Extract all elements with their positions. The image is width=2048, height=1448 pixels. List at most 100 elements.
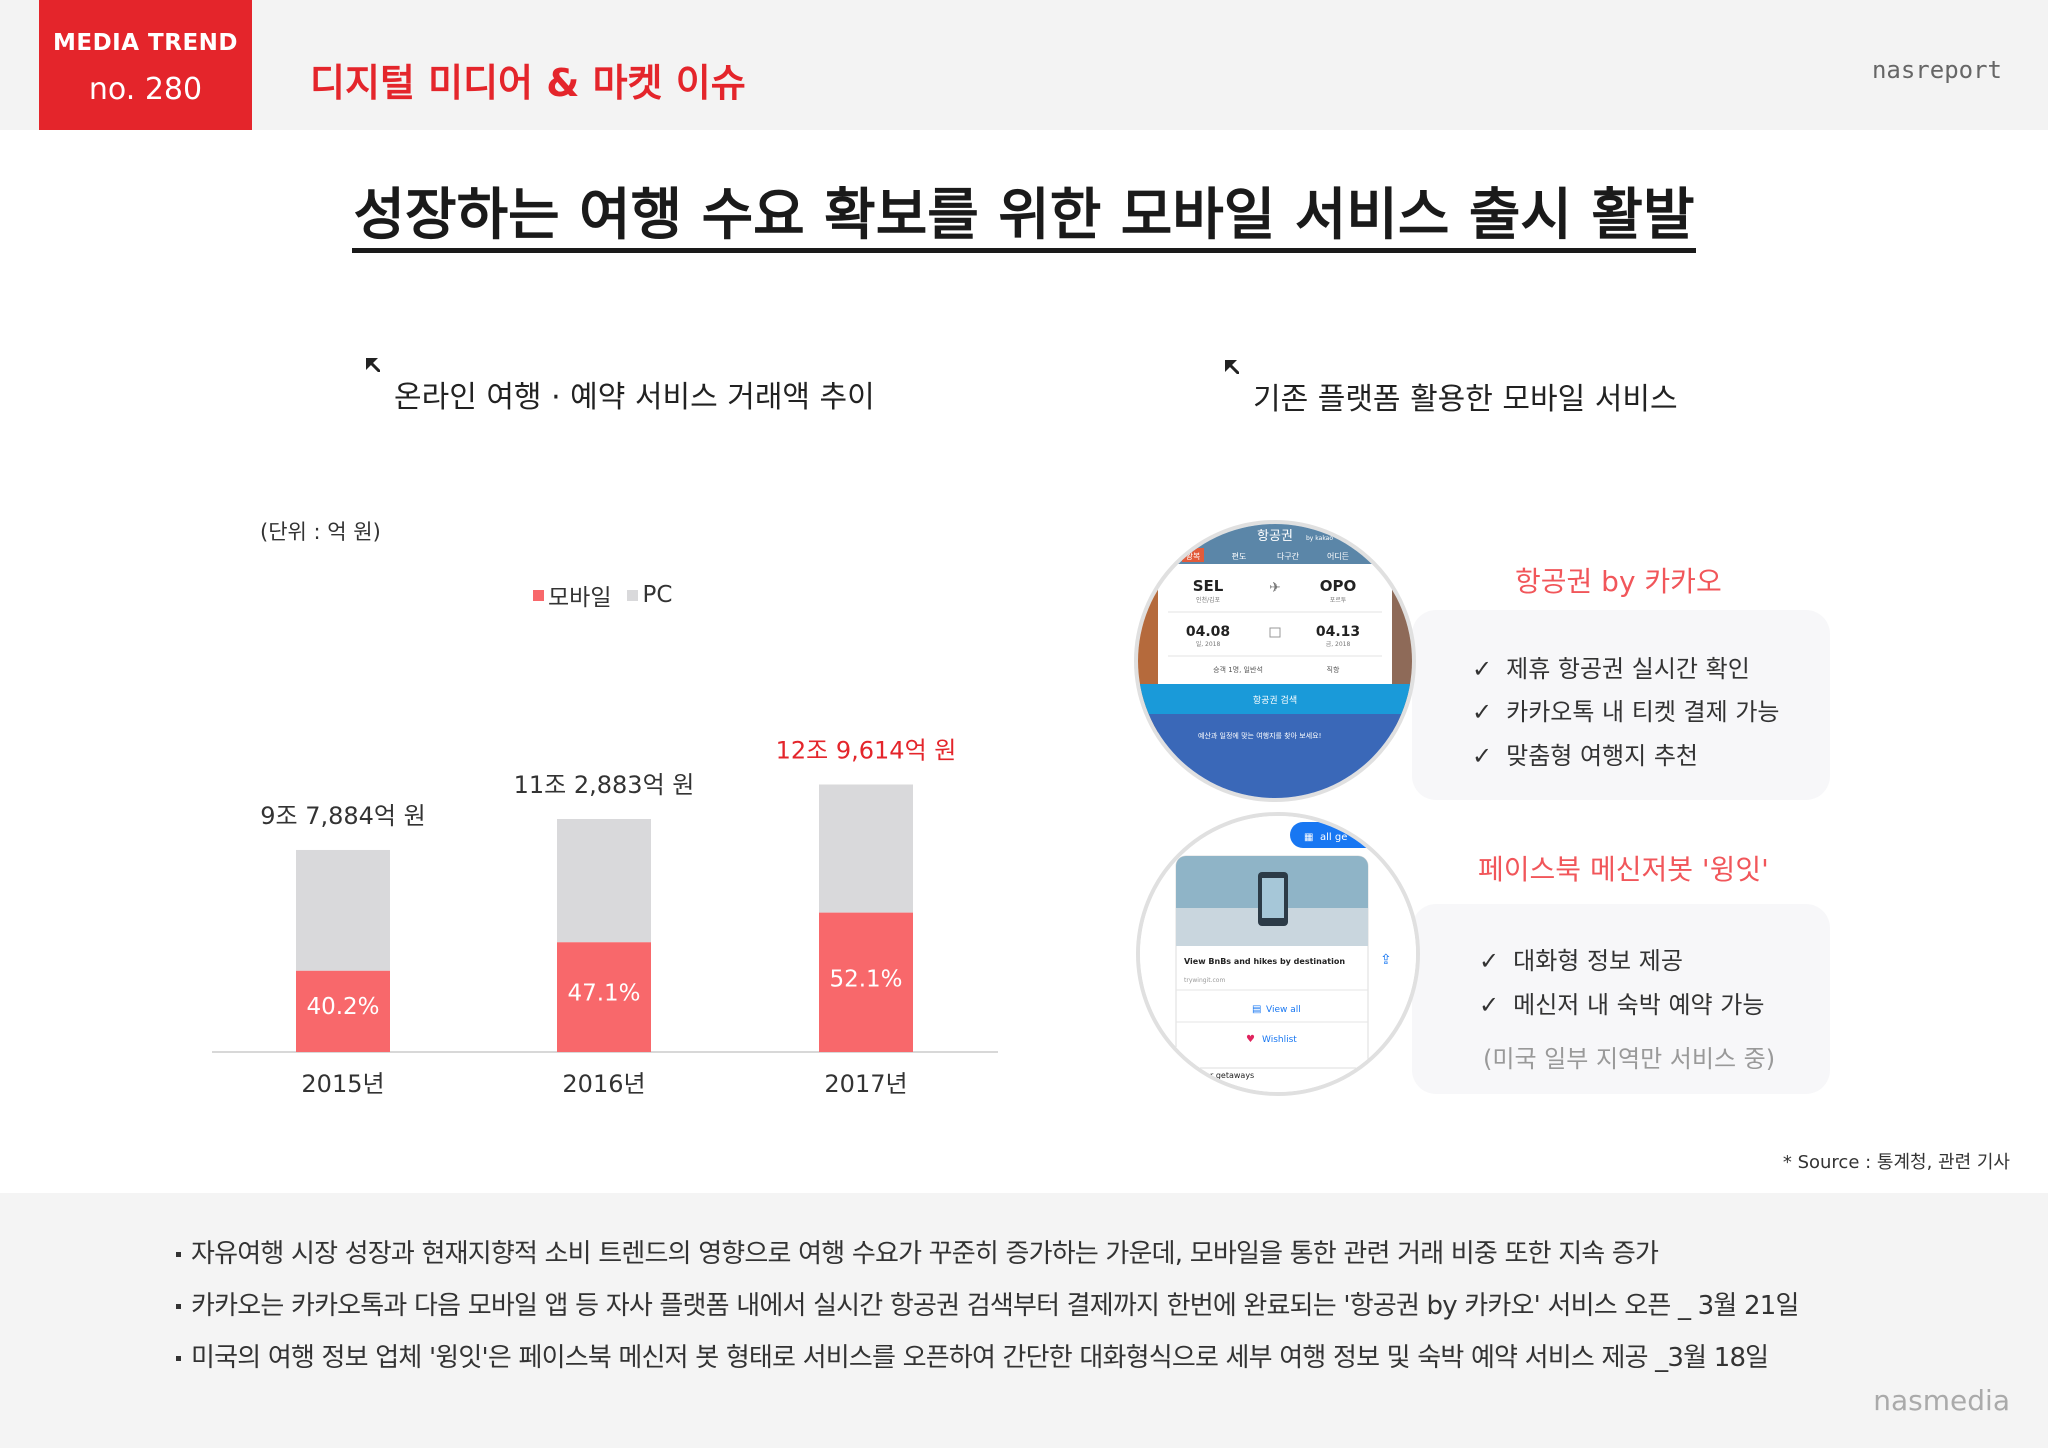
wingit-view-all[interactable]: View all bbox=[1266, 1005, 1301, 1015]
kakao-feature-2: ✓ 카카오톡 내 티켓 결제 가능 bbox=[1472, 692, 1780, 727]
bullet-dot bbox=[176, 1252, 181, 1257]
chart-legend: 모바일 PC bbox=[533, 578, 688, 612]
check-icon: ✓ bbox=[1479, 947, 1500, 975]
bullet-dot bbox=[176, 1304, 181, 1309]
share-label-3: 52.1% bbox=[829, 966, 902, 992]
kakao-feature-1: ✓ 제휴 항공권 실시간 확인 bbox=[1472, 649, 1750, 684]
wingit-card-url: trywingit.com bbox=[1184, 977, 1225, 984]
kakao-date-from: 04.08 bbox=[1186, 624, 1230, 640]
category-label-2: 2016년 bbox=[562, 1070, 645, 1098]
kakao-from-code: SEL bbox=[1193, 577, 1224, 595]
heart-icon: ♥ bbox=[1246, 1034, 1255, 1045]
kakao-search-label: 항공권 검색 bbox=[1253, 694, 1297, 706]
airplane-icon: ✈ bbox=[1269, 580, 1281, 596]
transaction-bar-chart: 40.2% 9조 7,884억 원 2015년 47.1% 11조 2,883억 원 20… bbox=[212, 736, 998, 1098]
kakao-feature-text-2: 카카오톡 내 티켓 결제 가능 bbox=[1506, 698, 1780, 726]
kakao-feature-panel bbox=[1412, 610, 1830, 800]
title-underline bbox=[352, 248, 1696, 253]
bullet-dot bbox=[176, 1356, 181, 1361]
kakao-to-name: 포르투 bbox=[1330, 597, 1347, 604]
kakao-app-title: 항공권 bbox=[1257, 529, 1293, 544]
wingit-feature-2: ✓ 메신저 내 숙박 예약 가능 bbox=[1479, 985, 1764, 1020]
kakao-tab-oneway: 편도 bbox=[1232, 551, 1247, 561]
header-bar: MEDIA TREND no. 280 디지털 미디어 & 마켓 이슈 nasr… bbox=[0, 0, 2048, 130]
calendar-icon bbox=[1269, 627, 1281, 638]
kakao-date-to: 04.13 bbox=[1316, 624, 1360, 640]
total-label-3: 12조 9,614억 원 bbox=[776, 736, 957, 764]
summary-bullet-1: 자유여행 시장 성장과 현재지향적 소비 트렌드의 영향으로 여행 수요가 꾸준… bbox=[176, 1233, 1659, 1270]
share-icon[interactable]: ⇪ bbox=[1380, 952, 1392, 968]
bar-pc-1 bbox=[296, 849, 390, 971]
kakao-from-name: 인천/김포 bbox=[1196, 596, 1221, 604]
source-citation: * Source : 통계청, 관련 기사 bbox=[1782, 1152, 2010, 1173]
summary-bullet-2: 카카오는 카카오톡과 다음 모바일 앱 등 자사 플랫폼 내에서 실시간 항공권… bbox=[176, 1285, 1799, 1322]
wingit-card-title: View BnBs and hikes by destination bbox=[1184, 957, 1345, 966]
wingit-service-note: (미국 일부 지역만 서비스 중) bbox=[1483, 1045, 1776, 1073]
corner-mark-icon bbox=[1225, 360, 1239, 374]
brand-logo-bottom: nasmedia bbox=[1873, 1384, 2010, 1417]
wingit-feature-text-2: 메신저 내 숙박 예약 가능 bbox=[1513, 991, 1765, 1019]
bar-mobile-2 bbox=[557, 942, 651, 1052]
check-icon: ✓ bbox=[1472, 655, 1493, 683]
total-label-2: 11조 2,883억 원 bbox=[514, 771, 695, 799]
legend-label-mobile: 모바일 bbox=[548, 585, 612, 611]
chart-unit-label: (단위 : 억 원) bbox=[260, 520, 381, 544]
summary-text-3: 미국의 여행 정보 업체 '윙잇'은 페이스북 메신저 봇 형태로 서비스를 오… bbox=[191, 1343, 1769, 1373]
kakao-to-code: OPO bbox=[1320, 577, 1357, 595]
globe-icon: ▦ bbox=[1304, 832, 1313, 843]
kakao-tab-anywhere: 어디든 bbox=[1327, 551, 1349, 561]
check-icon: ✓ bbox=[1472, 742, 1493, 770]
summary-footer bbox=[0, 1193, 2048, 1448]
kakao-tab-roundtrip: 왕복 bbox=[1186, 552, 1201, 561]
badge-label: MEDIA TREND bbox=[52, 30, 238, 56]
issue-badge: MEDIA TREND no. 280 bbox=[39, 0, 252, 130]
kakao-date-to-sub: 금, 2018 bbox=[1326, 641, 1351, 648]
wingit-feature-panel bbox=[1412, 904, 1830, 1094]
corner-mark-icon bbox=[366, 358, 380, 372]
bar-mobile-1 bbox=[296, 970, 390, 1052]
right-section-title-text: 기존 플랫폼 활용한 모바일 서비스 bbox=[1253, 382, 1678, 417]
wingit-bottom-text: r getaways bbox=[1210, 1071, 1254, 1080]
kakao-feature-3: ✓ 맞춤형 여행지 추천 bbox=[1472, 736, 1698, 771]
header-title: 디지털 미디어 & 마켓 이슈 bbox=[310, 61, 746, 105]
wingit-messenger-screenshot: ▦ all ge View BnBs and hikes by destinat… bbox=[1136, 812, 1420, 1096]
legend-item-mobile: 모바일 bbox=[533, 578, 611, 612]
brand-logo-top: nasreport bbox=[1871, 56, 2002, 84]
wingit-service-title: 페이스북 메신저봇 '윙잇' bbox=[1478, 853, 1769, 886]
kakao-search-button[interactable] bbox=[1138, 684, 1412, 714]
bar-pc-3 bbox=[819, 784, 913, 913]
check-icon: ✓ bbox=[1479, 991, 1500, 1019]
kakao-app-illustration: 항공권 by kakao 왕복 편도 다구간 어디든 SEL 인천/김포 ✈ O… bbox=[1138, 524, 1412, 798]
wingit-feature-1: ✓ 대화형 정보 제공 bbox=[1479, 941, 1683, 976]
kakao-promo-text: 예산과 일정에 맞는 여행지를 찾아 보세요! bbox=[1198, 731, 1321, 740]
category-label-3: 2017년 bbox=[824, 1070, 907, 1098]
legend-item-pc: PC bbox=[627, 582, 672, 608]
bar-mobile-3 bbox=[819, 912, 913, 1052]
kakao-tab-multi: 다구간 bbox=[1277, 551, 1300, 561]
kakao-app-sub: by kakao bbox=[1306, 535, 1333, 542]
kakao-feature-text-3: 맞춤형 여행지 추천 bbox=[1506, 742, 1699, 770]
page-title: 성장하는 여행 수요 확보를 위한 모바일 서비스 출시 활발 bbox=[353, 183, 1695, 248]
kakao-service-title: 항공권 by 카카오 bbox=[1515, 565, 1722, 598]
summary-text-1: 자유여행 시장 성장과 현재지향적 소비 트렌드의 영향으로 여행 수요가 꾸준… bbox=[191, 1239, 1659, 1269]
check-icon: ✓ bbox=[1472, 698, 1493, 726]
legend-label-pc: PC bbox=[642, 582, 673, 608]
kakao-passenger: 승객 1명, 일반석 bbox=[1213, 665, 1263, 674]
wingit-chip: all ge bbox=[1320, 832, 1347, 843]
kakao-direct: 직항 bbox=[1327, 665, 1340, 674]
left-section-title: 온라인 여행 · 예약 서비스 거래액 추이 bbox=[366, 358, 875, 416]
summary-bullet-3: 미국의 여행 정보 업체 '윙잇'은 페이스북 메신저 봇 형태로 서비스를 오… bbox=[176, 1337, 1769, 1374]
wingit-feature-text-1: 대화형 정보 제공 bbox=[1513, 947, 1683, 975]
wingit-app-illustration: ▦ all ge View BnBs and hikes by destinat… bbox=[1140, 816, 1416, 1092]
map-icon: ▤ bbox=[1252, 1004, 1261, 1015]
wingit-wishlist[interactable]: Wishlist bbox=[1262, 1035, 1297, 1045]
category-label-1: 2015년 bbox=[301, 1070, 384, 1098]
issue-number: no. 280 bbox=[88, 72, 203, 107]
share-label-2: 47.1% bbox=[567, 980, 640, 1006]
total-label-1: 9조 7,884억 원 bbox=[260, 802, 425, 830]
kakao-feature-text-1: 제휴 항공권 실시간 확인 bbox=[1506, 655, 1750, 683]
share-label-1: 40.2% bbox=[306, 994, 379, 1020]
bar-pc-2 bbox=[557, 819, 651, 943]
kakao-flight-screenshot: 항공권 by kakao 왕복 편도 다구간 어디든 SEL 인천/김포 ✈ O… bbox=[1134, 520, 1416, 802]
right-section-title: 기존 플랫폼 활용한 모바일 서비스 bbox=[1225, 360, 1678, 418]
